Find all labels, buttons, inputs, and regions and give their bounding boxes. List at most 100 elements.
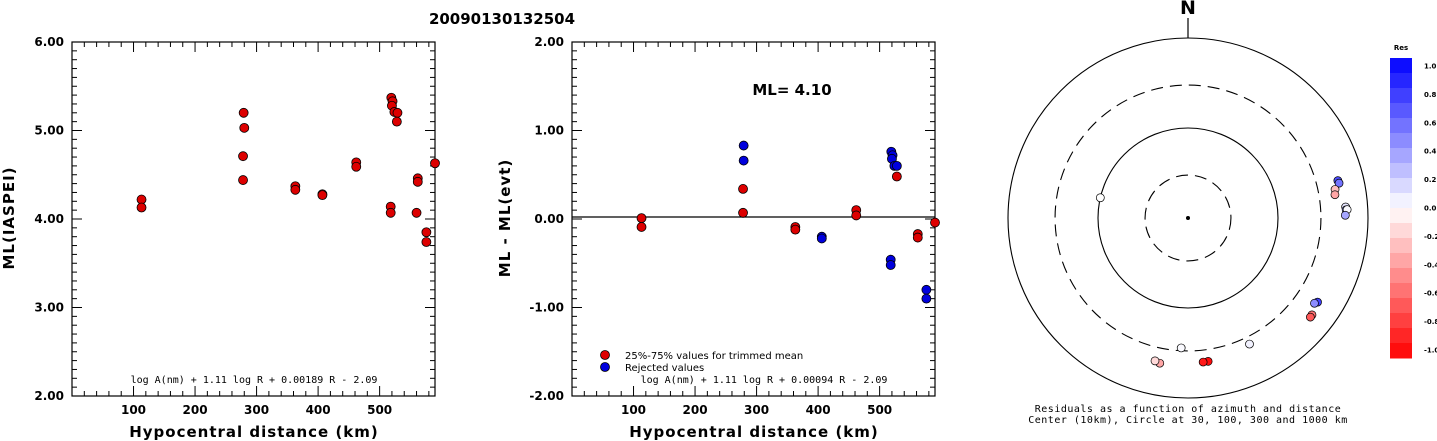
station-residual (1330, 190, 1340, 200)
polar-rings (1007, 37, 1369, 399)
data-point (636, 213, 647, 224)
residual-panel-ticks: 100 200 300 400 500 -2.00 -1.00 0.00 1.00 2.00 (529, 35, 935, 417)
x-tick-label: 500 (867, 403, 892, 417)
data-point (238, 107, 249, 118)
station-residual (1095, 193, 1105, 203)
residual-panel-points (636, 140, 940, 304)
y-tick-label: -1.00 (529, 301, 564, 315)
ring-300km (1054, 84, 1322, 352)
colorbar-cell (1390, 328, 1412, 344)
colorbar-label: -0.8 (1424, 318, 1437, 326)
ml-panel: 100 200 300 400 500 2.00 3.00 4.00 5.00 6.00 ML(I… (0, 35, 440, 441)
colorbar-label: -0.6 (1424, 290, 1437, 298)
ring-30km (1144, 174, 1232, 262)
residual-panel-xlabel: Hypocentral distance (km) (629, 423, 879, 441)
colorbar-label: 0.4 (1424, 148, 1437, 156)
ring-100km (1097, 127, 1279, 309)
colorbar-label: -1.0 (1424, 347, 1437, 355)
x-tick-label: 300 (244, 403, 269, 417)
data-point (239, 122, 250, 133)
station-residual (1245, 339, 1254, 349)
station-residual (1306, 312, 1315, 322)
ml-panel-ticks: 100 200 300 400 500 2.00 3.00 4.00 5.00 6.00 (34, 35, 435, 417)
colorbar-cells (1390, 58, 1412, 359)
data-point (136, 202, 147, 213)
colorbar-cell (1390, 133, 1412, 149)
data-point (930, 217, 940, 228)
data-point (385, 207, 396, 218)
colorbar-cell (1390, 268, 1412, 284)
colorbar-cell (1390, 313, 1412, 329)
colorbar: Res 1.0 0.8 0.6 0.4 0.2 0.0 -0.2 -0.4 -0.6 -0.8 -1… (1390, 44, 1437, 359)
x-tick-label: 100 (121, 403, 146, 417)
residual-panel-formula: log A(nm) + 1.11 log R + 0.00094 R - 2.0… (641, 375, 888, 386)
polar-points (1095, 176, 1352, 368)
data-point (411, 207, 422, 218)
colorbar-cell (1390, 88, 1412, 104)
data-point (421, 237, 432, 247)
colorbar-cell (1390, 58, 1412, 74)
data-point (290, 184, 301, 195)
colorbar-label: -0.2 (1424, 233, 1437, 241)
center-dot (1186, 216, 1190, 220)
colorbar-cell (1390, 193, 1412, 209)
data-point (738, 155, 749, 166)
y-tick-label: 6.00 (34, 35, 64, 49)
legend-marker-trimmed (600, 350, 610, 360)
data-point (891, 160, 902, 171)
x-tick-label: 200 (183, 403, 208, 417)
colorbar-label: -0.4 (1424, 261, 1437, 269)
y-tick-label: 4.00 (34, 212, 64, 226)
ml-panel-ylabel: ML(IASPEI) (0, 166, 18, 269)
ml-panel-formula: log A(nm) + 1.11 log R + 0.00189 R - 2.0… (131, 375, 378, 386)
station-residual (1340, 210, 1350, 220)
y-tick-label: 5.00 (34, 124, 64, 138)
ml-panel-points (136, 92, 440, 247)
x-tick-label: 300 (744, 403, 769, 417)
figure-title: 20090130132504 (429, 10, 575, 28)
colorbar-cell (1390, 298, 1412, 314)
data-point (238, 151, 248, 162)
data-point (636, 222, 647, 232)
x-tick-label: 400 (806, 403, 831, 417)
colorbar-label: 0.0 (1424, 205, 1437, 213)
colorbar-cell (1390, 118, 1412, 134)
data-point (412, 176, 423, 187)
north-label: N (1180, 0, 1196, 19)
data-point (738, 184, 748, 194)
data-point (921, 284, 932, 295)
colorbar-cell (1390, 163, 1412, 179)
y-tick-label: 2.00 (34, 389, 64, 403)
colorbar-label: 0.8 (1424, 91, 1437, 99)
colorbar-label: 0.6 (1424, 119, 1437, 127)
colorbar-cell (1390, 208, 1412, 224)
polar-caption-line1: Residuals as a function of azimuth and d… (1035, 404, 1341, 415)
ml-panel-frame (71, 41, 436, 397)
residual-panel-ylabel: ML - ML(evt) (496, 159, 514, 277)
colorbar-cell (1390, 283, 1412, 299)
data-point (351, 161, 362, 172)
station-residual (1198, 357, 1208, 367)
legend: 25%-75% values for trimmed mean Rejected… (600, 350, 803, 374)
colorbar-cell (1390, 238, 1412, 254)
data-point (392, 107, 403, 118)
ml-annotation: ML= 4.10 (752, 81, 831, 99)
polar-caption-line2: Center (10km), Circle at 30, 100, 300 an… (1028, 415, 1348, 426)
polar-panel: N Residuals as a function of azimuth and… (1007, 0, 1369, 426)
colorbar-cell (1390, 223, 1412, 239)
data-point (885, 260, 896, 270)
data-point (738, 207, 748, 218)
data-point (317, 190, 328, 201)
legend-label-trimmed: 25%-75% values for trimmed mean (625, 351, 803, 362)
x-tick-label: 200 (683, 403, 708, 417)
y-tick-label: 1.00 (534, 124, 564, 138)
data-point (912, 232, 923, 243)
data-point (738, 140, 749, 151)
legend-marker-rejected (600, 362, 610, 372)
colorbar-cell (1390, 103, 1412, 119)
station-residual (1334, 178, 1344, 188)
data-point (921, 293, 932, 304)
x-tick-label: 400 (306, 403, 331, 417)
data-point (816, 233, 827, 244)
